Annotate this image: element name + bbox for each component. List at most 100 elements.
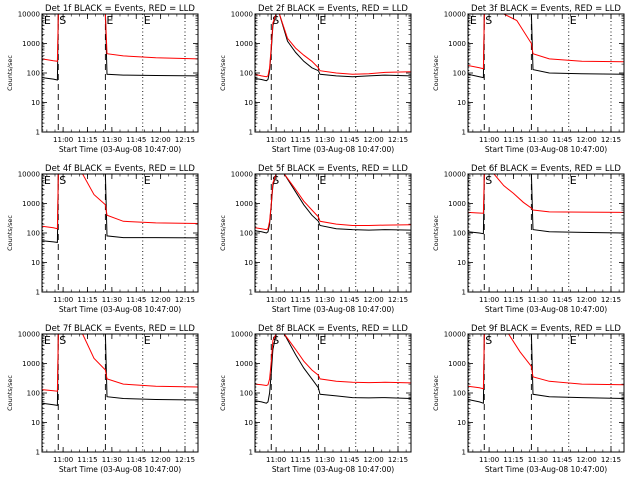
y-tick-label: 1 <box>249 129 253 137</box>
panel-title: Det 8f BLACK = Events, RED = LLD <box>258 324 408 334</box>
panel-title: Det 9f BLACK = Events, RED = LLD <box>471 324 621 334</box>
y-tick-label: 10000 <box>18 331 40 339</box>
y-tick-label: 10000 <box>444 11 466 19</box>
x-tick-label: 11:45 <box>552 296 572 304</box>
y-tick-label: 10000 <box>444 171 466 179</box>
x-axis-label: Start Time (03-Aug-08 10:47:00) <box>272 145 394 154</box>
y-tick-label: 10 <box>457 259 466 267</box>
y-tick-label: 10 <box>244 99 253 107</box>
plot-frame <box>41 333 199 453</box>
y-tick-label: 10000 <box>231 11 253 19</box>
y-tick-label: 1000 <box>448 200 466 208</box>
event-marker-label: E <box>44 174 51 187</box>
event-marker-label: S <box>272 14 279 27</box>
y-tick-label: 10 <box>457 99 466 107</box>
event-marker-label: E <box>470 14 477 27</box>
y-axis-label: Counts/sec <box>432 55 440 91</box>
x-axis-label: Start Time (03-Aug-08 10:47:00) <box>485 305 607 314</box>
series-line-events <box>468 14 624 79</box>
x-tick-label: 12:15 <box>601 296 621 304</box>
panel-title: Det 6f BLACK = Events, RED = LLD <box>471 164 621 174</box>
y-tick-label: 100 <box>453 230 466 238</box>
x-tick-label: 11:15 <box>77 456 97 464</box>
panel-title: Det 4f BLACK = Events, RED = LLD <box>45 164 195 174</box>
x-tick-label: 12:00 <box>364 296 384 304</box>
x-tick-label: 12:00 <box>577 136 597 144</box>
panel-title: Det 5f BLACK = Events, RED = LLD <box>258 164 408 174</box>
y-axis-label: Counts/sec <box>219 55 227 91</box>
x-tick-label: 11:00 <box>266 296 286 304</box>
event-marker-label: E <box>570 334 577 347</box>
event-marker-label: S <box>59 334 66 347</box>
x-tick-label: 12:00 <box>577 456 597 464</box>
y-tick-label: 1000 <box>235 200 253 208</box>
x-tick-label: 12:15 <box>388 456 408 464</box>
x-tick-label: 11:00 <box>266 456 286 464</box>
y-axis-label: Counts/sec <box>6 375 14 411</box>
x-tick-label: 12:00 <box>577 296 597 304</box>
series-line-events <box>255 14 411 82</box>
event-marker-label: S <box>485 334 492 347</box>
plot-frame <box>41 13 199 133</box>
x-axis-label: Start Time (03-Aug-08 10:47:00) <box>59 465 181 474</box>
x-tick-label: 11:45 <box>126 136 146 144</box>
plot-frame <box>41 173 199 293</box>
event-marker-label: E <box>570 174 577 187</box>
y-tick-label: 10 <box>31 419 40 427</box>
event-marker-label: S <box>272 334 279 347</box>
event-marker-label: E <box>144 334 151 347</box>
y-tick-label: 100 <box>27 390 40 398</box>
y-tick-label: 10000 <box>18 11 40 19</box>
x-tick-label: 11:15 <box>77 136 97 144</box>
y-tick-label: 1000 <box>22 360 40 368</box>
x-tick-label: 11:00 <box>479 296 499 304</box>
x-tick-label: 12:15 <box>601 456 621 464</box>
y-tick-label: 10000 <box>444 331 466 339</box>
x-tick-label: 12:15 <box>175 136 195 144</box>
x-tick-label: 11:00 <box>479 136 499 144</box>
x-tick-label: 11:45 <box>552 136 572 144</box>
y-axis-label: Counts/sec <box>219 215 227 251</box>
y-tick-label: 1 <box>36 449 40 457</box>
y-tick-label: 100 <box>27 70 40 78</box>
x-axis-label: Start Time (03-Aug-08 10:47:00) <box>485 465 607 474</box>
y-tick-label: 1 <box>249 449 253 457</box>
y-tick-label: 1000 <box>235 360 253 368</box>
x-axis-label: Start Time (03-Aug-08 10:47:00) <box>272 465 394 474</box>
x-tick-label: 11:15 <box>503 296 523 304</box>
x-tick-label: 11:00 <box>266 136 286 144</box>
plot-frame <box>467 13 625 133</box>
series-line-events <box>468 334 624 404</box>
series-line-lld <box>42 174 198 230</box>
x-tick-label: 12:15 <box>601 136 621 144</box>
x-tick-label: 11:15 <box>290 136 310 144</box>
series-line-events <box>255 334 411 404</box>
y-axis-label: Counts/sec <box>432 215 440 251</box>
x-tick-label: 11:45 <box>339 136 359 144</box>
series-line-lld <box>255 334 411 387</box>
x-tick-label: 12:00 <box>151 456 171 464</box>
y-tick-label: 1000 <box>22 200 40 208</box>
series-line-lld <box>468 174 624 214</box>
y-axis-label: Counts/sec <box>219 375 227 411</box>
series-line-lld <box>42 14 198 62</box>
x-tick-label: 11:30 <box>102 296 122 304</box>
y-tick-label: 1 <box>462 129 466 137</box>
x-tick-label: 11:30 <box>528 296 548 304</box>
y-tick-label: 10 <box>244 419 253 427</box>
y-tick-label: 10 <box>31 99 40 107</box>
y-tick-label: 100 <box>453 390 466 398</box>
y-tick-label: 10000 <box>231 331 253 339</box>
event-marker-label: S <box>59 174 66 187</box>
event-marker-label: S <box>272 174 279 187</box>
x-tick-label: 11:30 <box>315 136 335 144</box>
series-line-lld <box>468 334 624 390</box>
event-marker-label: E <box>319 334 326 347</box>
y-tick-label: 10000 <box>231 171 253 179</box>
y-tick-label: 1000 <box>448 40 466 48</box>
series-line-events <box>42 174 198 243</box>
